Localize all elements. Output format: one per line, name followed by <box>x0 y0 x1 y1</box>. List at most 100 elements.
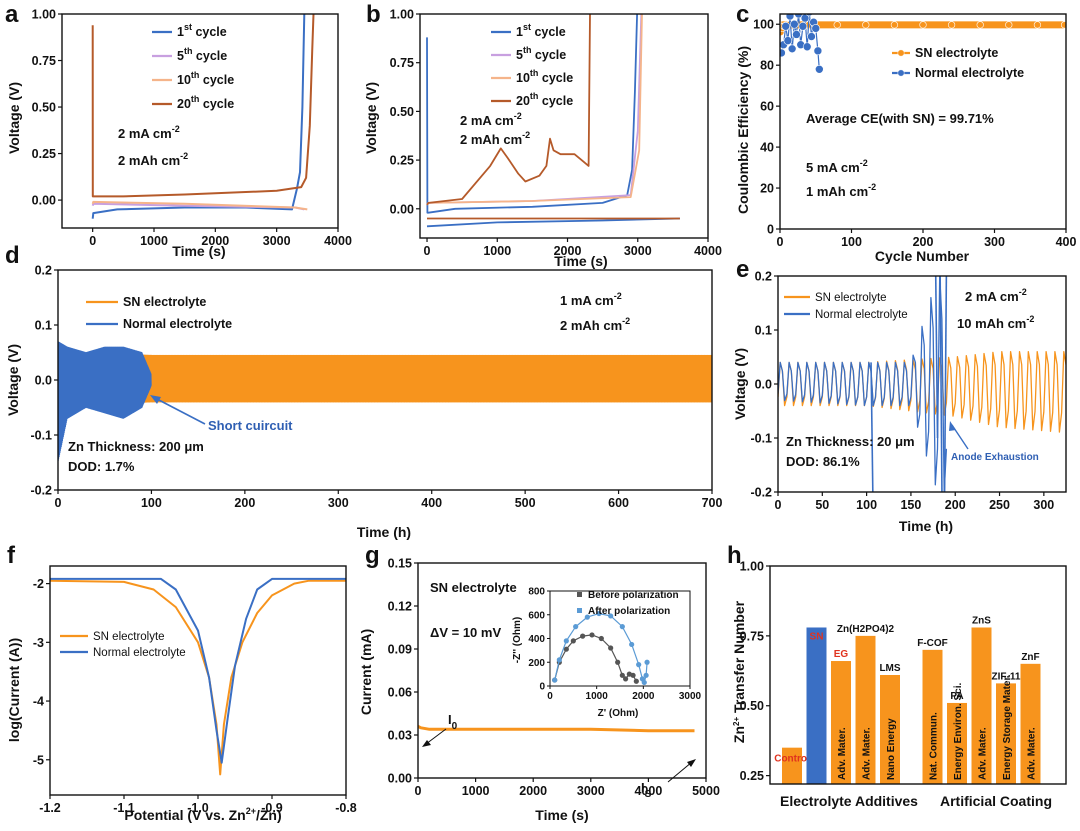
panel-a-legend-label: 20th cycle <box>177 94 234 111</box>
panel-d-ytick-label: -0.1 <box>30 429 52 443</box>
panel-d-capacity: 2 mAh cm-2 <box>560 316 630 333</box>
panel-c-normal-point <box>783 36 793 45</box>
panel-h-category-label: EG <box>834 649 849 660</box>
panel-e-xtick-label: 100 <box>856 498 877 512</box>
panel-g-sn-electrolyte: SN electrolyte <box>430 580 517 595</box>
panel-g-frame <box>417 562 707 779</box>
panel-h-bar-PA <box>947 702 967 784</box>
panel-f-label: f <box>7 542 16 569</box>
panel-g-inset-point <box>584 614 590 620</box>
panel-e-frame <box>777 275 1067 493</box>
panel-h-source-label: Adv. Mater. <box>862 727 873 780</box>
panel-f-ytick-label: -2 <box>33 577 44 591</box>
panel-e-arrow-head <box>949 421 956 431</box>
panel-e-plot: 0 50 100 150 200 250 300 -0.2 -0.1 0.0 0.1 0.2 SN el… <box>750 270 1067 512</box>
panel-b-legend-label: 20th cycle <box>516 91 573 108</box>
panel-g-inset: 0 1000 2000 3000 0 200 400 600 800 Before polariz… <box>528 587 701 703</box>
panel-e-ytick-label: -0.2 <box>750 486 772 500</box>
panel-g-inset-xtick-label: 0 <box>547 691 553 702</box>
panel-b-ytick-label: 0.00 <box>390 202 414 216</box>
panel-g-ytick-label: 0.00 <box>388 772 412 786</box>
panel-b: b 0 1000 2000 3000 4000 0.00 0.25 0.50 0.75 1.00 1… <box>363 1 722 269</box>
panel-c-xlabel: Cycle Number <box>875 248 970 264</box>
panel-b-legend-label: 5th cycle <box>516 45 566 62</box>
panel-b-plot: 0 1000 2000 3000 4000 0.00 0.25 0.50 0.75 1.00 1st… <box>390 8 722 259</box>
panel-c-sn-point <box>919 21 927 29</box>
panel-a-line-1st-cycle <box>91 14 306 219</box>
panel-c-label: c <box>736 1 749 28</box>
panel-c-sn-point <box>947 21 956 29</box>
panel-a-ytick-label: 0.75 <box>32 54 56 68</box>
panel-b-xtick-label: 2000 <box>554 244 582 258</box>
panel-d-ytick-label: 0.1 <box>35 319 52 333</box>
panel-g-is-label: IS <box>641 780 652 800</box>
panel-h-source-label: Energy Storage Mater. <box>1002 674 1013 780</box>
panel-g-inset-legend-swatch <box>577 608 582 613</box>
panel-a-plot: 0 1000 2000 3000 4000 0.00 0.25 0.50 0.75 1.00 1st… <box>32 8 352 249</box>
panel-e-sn-trace <box>778 350 1066 433</box>
panel-a-legend-label: 10th cycle <box>177 70 234 87</box>
panel-d-xtick-label: 600 <box>608 496 629 510</box>
panel-c-normal-point <box>807 32 816 41</box>
panel-d-label: d <box>5 242 20 269</box>
panel-g: g 0 1000 2000 3000 4000 50000.000.030.060.090… <box>358 542 720 823</box>
panel-c-sn-point <box>976 21 984 29</box>
panel-c-sn-point <box>833 21 841 29</box>
panel-h-source-label: Nat. Commun. <box>929 712 940 780</box>
panel-c-ytick-label: 80 <box>760 59 774 73</box>
panel-g-is-arrow <box>667 761 693 783</box>
panel-f-plot: -1.2 -1.1 -1.0 -0.9 -0.8 -5 -4 -3 -2 SN electroly… <box>33 565 357 815</box>
panel-b-current-density: 2 mA cm-2 <box>460 111 522 128</box>
panel-e-xtick-label: 0 <box>775 498 782 512</box>
panel-d-legend-label: SN electrolyte <box>123 295 206 309</box>
panel-b-capacity: 2 mAh cm-2 <box>460 130 530 147</box>
panel-a-current-density: 2 mA cm-2 <box>118 124 180 141</box>
panel-c-plot: 0 100 200 300 400 0 20 40 60 80 100 SN electrolyte N… <box>753 13 1076 249</box>
panel-d-plot: 0 100 200 300 400 500 600 700 -0.2 -0.1 0.0 0.1 0.2 S… <box>30 264 722 511</box>
panel-h-category-label: ZnS <box>972 615 991 626</box>
panel-h-source-label: Nano Energy <box>886 718 897 780</box>
panel-b-xtick-label: 3000 <box>624 244 652 258</box>
panel-f-frame <box>49 565 347 796</box>
panel-h-label: h <box>727 542 742 569</box>
panel-d-current-density: 1 mA cm-2 <box>560 291 622 308</box>
panel-a-legend-label: 5th cycle <box>177 46 227 63</box>
panel-d-series-group <box>58 341 712 463</box>
panel-c-normal-point <box>811 24 821 33</box>
panel-g-inset-legend-label: After polarization <box>588 606 670 617</box>
panel-a-xtick-label: 3000 <box>263 234 291 248</box>
panel-h-bar-ZnH2PO42 <box>855 635 876 784</box>
panel-h-category-label: ZnF <box>1021 652 1039 663</box>
panel-a-legend-label: 1st cycle <box>177 22 227 39</box>
panel-a-capacity: 2 mAh cm-2 <box>118 151 188 168</box>
panel-d-xtick-label: 200 <box>234 496 255 510</box>
panel-g-inset-point <box>556 657 562 663</box>
panel-a-line-20th-cycle <box>91 14 315 198</box>
panel-b-legend-label: 10th cycle <box>516 68 573 85</box>
panel-h-source-label: Adv. Mater. <box>978 727 989 780</box>
panel-g-ytick-label: 0.12 <box>388 600 412 614</box>
panel-g-inset-point <box>608 613 614 619</box>
panel-h-source-label: Adv. Mater. <box>837 727 848 780</box>
panel-g-inset-ylabel: -Z'' (Ohm) <box>512 617 523 663</box>
panel-c-normal-point <box>785 14 795 21</box>
panel-d-sn-trace <box>58 352 712 406</box>
panel-a-ytick-label: 0.00 <box>32 194 56 208</box>
panel-b-ytick-label: 0.50 <box>390 105 414 119</box>
panel-a-xtick-label: 1000 <box>140 234 168 248</box>
panel-b-line-discharge <box>426 217 680 228</box>
panel-g-inset-point <box>643 672 649 678</box>
panel-g-i0-label: I0 <box>448 712 458 732</box>
panel-b-line-1st-cycle <box>426 14 638 214</box>
panel-c-legend-label: Normal electrolyte <box>915 66 1024 80</box>
panel-g-xtick-label: 4000 <box>634 784 662 798</box>
panel-c-ylabel: Coulombic Efficiency (%) <box>735 46 751 214</box>
panel-d-zn-thickness: Zn Thickness: 200 μm <box>68 439 204 454</box>
panel-a-line-10th-cycle <box>91 200 308 211</box>
panel-h-category-label: ZIF-11 <box>992 671 1021 682</box>
panel-f-xtick-label: -0.8 <box>335 801 357 815</box>
panel-g-inset-point <box>596 610 602 617</box>
panel-c-normal-point <box>794 14 803 19</box>
panel-e-dod: DOD: 86.1% <box>786 454 860 469</box>
panel-g-ytick-label: 0.09 <box>388 643 412 657</box>
